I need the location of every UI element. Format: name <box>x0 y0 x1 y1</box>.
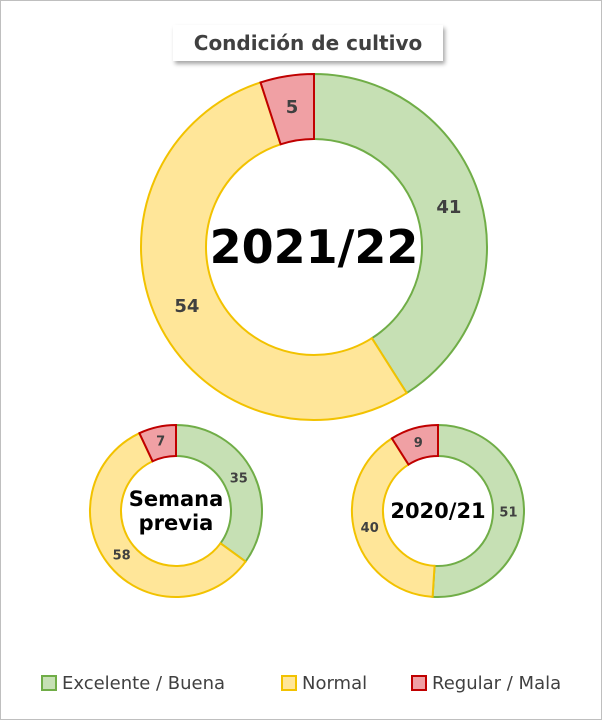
donut-segment <box>313 72 488 395</box>
donut-segment <box>431 423 525 598</box>
data-label: 5 <box>286 97 299 118</box>
donut-segment <box>89 431 247 598</box>
center-label: 2021/22 <box>209 219 419 274</box>
data-label: 35 <box>230 471 248 486</box>
data-label: 40 <box>361 521 379 536</box>
center-label: 2020/21 <box>390 498 486 523</box>
center-label: Semana previa <box>128 486 224 535</box>
donut-segment <box>138 423 177 463</box>
data-label: 58 <box>113 548 131 563</box>
donut-segment <box>175 423 263 563</box>
donut-segment <box>140 81 409 421</box>
legend-swatch <box>41 675 57 691</box>
donut-segment <box>259 72 315 146</box>
data-label: 9 <box>414 436 423 451</box>
legend-label: Excelente / Buena <box>62 673 225 694</box>
legend-label: Normal <box>302 673 367 694</box>
data-label: 41 <box>436 197 461 218</box>
legend-swatch <box>411 675 427 691</box>
legend-label: Regular / Mala <box>432 673 561 694</box>
data-label: 54 <box>174 296 199 317</box>
donut-segment <box>390 423 439 466</box>
chart-title: Condición de cultivo <box>173 25 443 61</box>
data-label: 7 <box>156 435 165 450</box>
donut-segment <box>351 437 436 598</box>
data-label: 51 <box>499 506 517 521</box>
legend-swatch <box>281 675 297 691</box>
